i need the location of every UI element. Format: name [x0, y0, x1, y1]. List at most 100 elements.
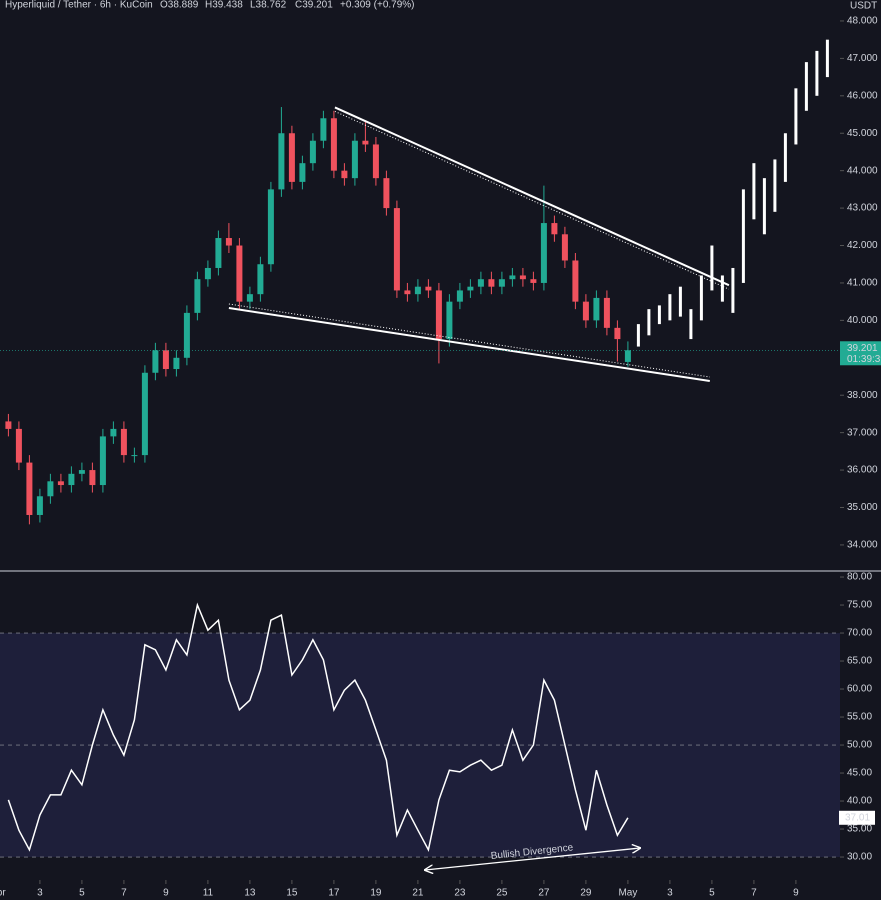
- x-tick-label: 29: [580, 888, 592, 899]
- projection-bar: [825, 39, 829, 78]
- candle-body: [15, 428, 22, 463]
- y-tick-label: 45.00: [847, 768, 872, 779]
- x-tick-label: 27: [538, 888, 550, 899]
- candle-body: [530, 279, 537, 283]
- y-tick-label: 80.00: [847, 572, 872, 583]
- candle-body: [299, 163, 306, 182]
- projection-bar: [804, 62, 808, 111]
- candle-body: [404, 290, 411, 295]
- candle-body: [320, 118, 327, 141]
- y-tick-label: 43.000: [847, 203, 878, 214]
- y-tick-label: 41.000: [847, 278, 878, 289]
- projection-bar: [699, 275, 703, 321]
- candle-body: [141, 372, 148, 456]
- chart-title: Hyperliquid / Tether · 6h · KuCoin: [5, 0, 153, 11]
- rsi-last-tag: [839, 810, 875, 825]
- x-tick-label: 3: [667, 888, 673, 899]
- projection-bar: [668, 294, 672, 321]
- candle-body: [309, 140, 316, 164]
- countdown: 01:39:39: [847, 354, 881, 365]
- y-unit: USDT: [850, 1, 877, 12]
- candle-body: [99, 436, 106, 486]
- y-tick-label: 42.000: [847, 240, 878, 251]
- candle-body: [89, 470, 96, 486]
- projection-bar: [794, 88, 798, 145]
- candle-body: [152, 350, 159, 373]
- x-tick-label: 5: [709, 888, 715, 899]
- candle-body: [414, 286, 421, 295]
- projection-bar: [815, 50, 819, 96]
- candle-body: [582, 301, 589, 321]
- candle-body: [36, 496, 43, 515]
- candle-body: [498, 279, 505, 287]
- x-tick-label: May: [618, 888, 637, 899]
- x-tick-label: 21: [412, 888, 424, 899]
- x-tick-label: 15: [286, 888, 298, 899]
- x-tick-label: 25: [496, 888, 508, 899]
- y-tick-label: 34.000: [847, 540, 878, 551]
- projection-bar: [636, 324, 640, 347]
- candle-body: [372, 144, 379, 179]
- candle-body: [540, 223, 547, 283]
- ohlc-value: L38.762: [250, 0, 287, 11]
- candle-body: [246, 294, 253, 302]
- ohlc-value: C39.201: [295, 0, 333, 11]
- y-tick-label: 48.000: [847, 16, 878, 27]
- candle-body: [215, 238, 222, 268]
- ohlc-value: +0.309 (+0.79%): [340, 0, 415, 11]
- projection-bar: [678, 286, 682, 317]
- candle-body: [162, 350, 169, 370]
- candle-body: [194, 279, 201, 313]
- projection-bar: [741, 189, 745, 283]
- y-tick-label: 40.00: [847, 796, 872, 807]
- last-price-tag: [840, 341, 881, 366]
- candle-body: [351, 140, 358, 179]
- candle-body: [425, 286, 432, 291]
- y-tick-label: 75.00: [847, 600, 872, 611]
- candle-body: [257, 264, 264, 295]
- projection-bar: [731, 267, 735, 313]
- x-tick-label: 13: [244, 888, 256, 899]
- candle-body: [593, 297, 600, 321]
- projection-bar: [689, 309, 693, 340]
- candle-body: [509, 275, 516, 280]
- candle-body: [183, 312, 190, 358]
- candle-body: [5, 421, 12, 429]
- candle-body: [467, 286, 474, 291]
- projection-bar: [752, 163, 756, 220]
- y-tick-label: 46.000: [847, 90, 878, 101]
- x-tick-label: 9: [793, 888, 799, 899]
- rsi-last-label: 37.01: [845, 812, 870, 823]
- trendline: [334, 106, 730, 287]
- x-tick-label: 7: [751, 888, 757, 899]
- candle-body: [603, 297, 610, 328]
- candle-body: [446, 301, 453, 340]
- projection-bar: [783, 133, 787, 182]
- trendline-dotted: [228, 303, 710, 378]
- projection-bar: [762, 178, 766, 235]
- x-tick-label: 5: [79, 888, 85, 899]
- candle-body: [519, 275, 526, 280]
- x-tick-label: 11: [203, 888, 214, 899]
- candle-body: [288, 133, 295, 182]
- x-tick-label: 3: [37, 888, 43, 899]
- x-tick-label: 17: [328, 888, 340, 899]
- y-tick-label: 65.00: [847, 656, 872, 667]
- projection-bar: [710, 245, 714, 291]
- candle-body: [47, 481, 54, 497]
- candle-body: [225, 238, 232, 246]
- y-tick-label: 38.000: [847, 390, 878, 401]
- candle-body: [110, 428, 117, 437]
- candle-body: [120, 428, 127, 456]
- candle-body: [435, 290, 442, 340]
- candle-body: [624, 350, 631, 362]
- candle-body: [341, 170, 348, 179]
- candle-body: [330, 118, 337, 171]
- candle-body: [173, 357, 180, 370]
- candle-body: [561, 234, 568, 261]
- candle-body: [68, 473, 75, 486]
- candle-body: [26, 462, 33, 515]
- trendline: [228, 307, 710, 382]
- projection-bar: [647, 309, 651, 336]
- projection-bar: [773, 159, 777, 212]
